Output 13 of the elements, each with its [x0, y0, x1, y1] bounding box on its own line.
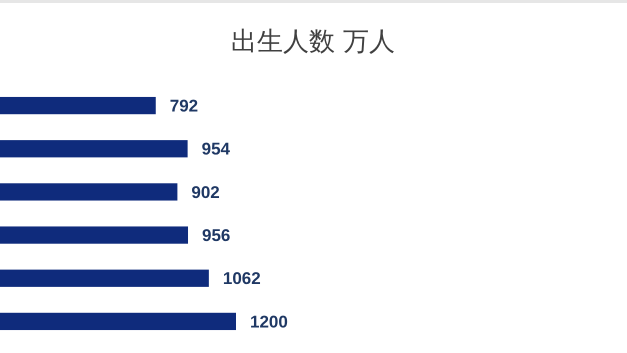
data-label: 1200 — [250, 312, 288, 332]
bar — [0, 183, 178, 201]
data-label: 902 — [191, 182, 220, 202]
data-label: 1062 — [222, 269, 261, 288]
data-label: 956 — [202, 226, 230, 246]
bar — [0, 226, 188, 244]
bar — [0, 140, 188, 158]
bar — [0, 270, 209, 287]
data-label: 792 — [170, 96, 198, 116]
bar — [0, 312, 236, 330]
text: 出生人数 万人 — [230, 27, 396, 57]
bar — [0, 96, 156, 114]
data-label: 954 — [202, 140, 231, 159]
